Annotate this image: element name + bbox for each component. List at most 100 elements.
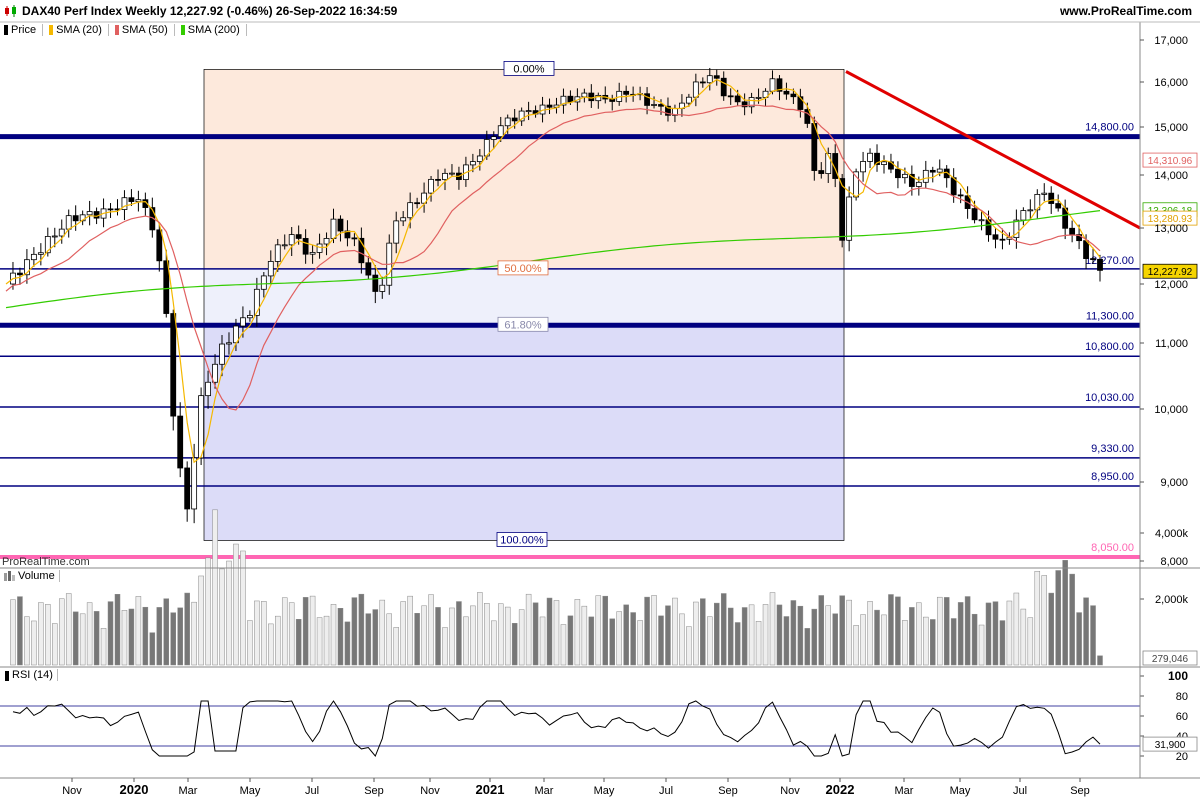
price-candle [706, 75, 713, 84]
sma200-line [5, 210, 1101, 309]
x-tick-label: May [240, 785, 261, 797]
price-candle [783, 90, 790, 95]
volume-bar [421, 605, 427, 666]
volume-bar [428, 594, 434, 666]
volume-bar [762, 604, 769, 666]
volume-bar [442, 627, 448, 666]
volume-bar [1076, 612, 1082, 666]
y-tick-label: 17,000 [1154, 35, 1188, 47]
volume-bar [288, 602, 295, 666]
x-tick-label: May [950, 785, 971, 797]
price-candle [595, 94, 602, 102]
volume-bar [839, 595, 845, 666]
volume-bar [992, 601, 999, 666]
volume-bar [804, 628, 811, 666]
x-tick-label: Mar [535, 785, 554, 797]
price-level-label: 9,330.00 [1091, 443, 1134, 455]
volume-bar [247, 620, 253, 666]
price-candle [330, 218, 337, 239]
sma50-line [5, 104, 1101, 411]
volume-bar [902, 620, 908, 666]
price-candle [922, 169, 929, 183]
volume-bar [72, 611, 79, 666]
volume-bar [184, 592, 190, 666]
fibonacci-label-box [497, 260, 549, 276]
price-candle [720, 77, 727, 97]
price-candle [288, 234, 295, 246]
y-tick-label: 9,000 [1160, 477, 1188, 489]
price-candle [358, 237, 365, 264]
price-candle [212, 363, 218, 383]
y-tick-label: 12,000 [1154, 279, 1188, 291]
volume-bar [435, 607, 441, 666]
x-tick-label: Mar [179, 785, 198, 797]
legend-item-sma200[interactable]: SMA (200) [180, 23, 247, 37]
price-candle [30, 253, 37, 261]
volume-bar [525, 593, 532, 666]
candlestick-icon [5, 5, 16, 17]
volume-bar [574, 599, 581, 666]
volume-bar [825, 605, 831, 666]
volume-bar [1034, 570, 1041, 666]
volume-bar [456, 601, 462, 666]
price-candle [274, 244, 281, 262]
price-candle [699, 81, 706, 84]
volume-bar [546, 597, 553, 666]
volume-bar [727, 607, 734, 666]
volume-bar [853, 625, 859, 666]
site-link[interactable]: www.ProRealTime.com [1059, 4, 1192, 18]
volume-bar [567, 615, 574, 666]
rsi-tick-label: 20 [1176, 751, 1188, 763]
price-candle [685, 96, 692, 104]
volume-bar [281, 597, 288, 666]
volume-tick-label: 4,000k [1155, 528, 1189, 540]
price-candle [832, 153, 839, 179]
price-candle [1034, 193, 1041, 211]
price-tag: 13,280.93 [1148, 214, 1193, 225]
rsi-pane-swatch [5, 671, 9, 681]
volume-bar [170, 612, 176, 666]
volume-bar [491, 620, 497, 666]
price-candle [24, 259, 30, 276]
price-candle [992, 234, 999, 240]
volume-bar [790, 600, 797, 666]
price-candle [511, 117, 518, 122]
volume-bar [316, 617, 323, 666]
volume-bar [107, 601, 114, 666]
price-candle [651, 104, 657, 106]
x-tick-label: 2022 [826, 782, 855, 797]
volume-bar [637, 620, 643, 666]
legend-item-sma50[interactable]: SMA (50) [114, 23, 175, 37]
volume-bar [909, 607, 915, 666]
volume-bar [477, 592, 483, 666]
volume-bar [24, 616, 30, 666]
volume-bar [957, 602, 964, 666]
y-tick-label: 10,000 [1154, 404, 1188, 416]
volume-bar [240, 550, 246, 666]
price-candle [546, 104, 553, 108]
price-candle [295, 234, 302, 239]
x-tick-label: Jul [1013, 785, 1027, 797]
legend-item-sma20[interactable]: SMA (20) [49, 23, 109, 37]
volume-bar [644, 596, 650, 666]
legend-item-price[interactable]: Price [4, 23, 44, 37]
volume-bar [156, 607, 163, 666]
price-candle [253, 288, 260, 316]
indicator-legend: Price SMA (20) SMA (50) SMA (200) [4, 23, 253, 37]
volume-bar [985, 602, 992, 666]
volume-bar [407, 595, 413, 666]
volume-bar [672, 597, 678, 666]
volume-pane-label: Volume [18, 570, 60, 582]
volume-bar [518, 609, 525, 666]
price-candle [302, 238, 309, 255]
price-candle [17, 272, 23, 276]
price-candle [755, 96, 762, 99]
price-level-label: 11,300.00 [1086, 310, 1134, 322]
volume-bar [414, 613, 420, 666]
volume-bar [881, 614, 887, 666]
volume-bar [532, 602, 539, 666]
volume-bar [337, 608, 344, 666]
volume-bar [142, 606, 149, 666]
price-candle [999, 238, 1006, 241]
